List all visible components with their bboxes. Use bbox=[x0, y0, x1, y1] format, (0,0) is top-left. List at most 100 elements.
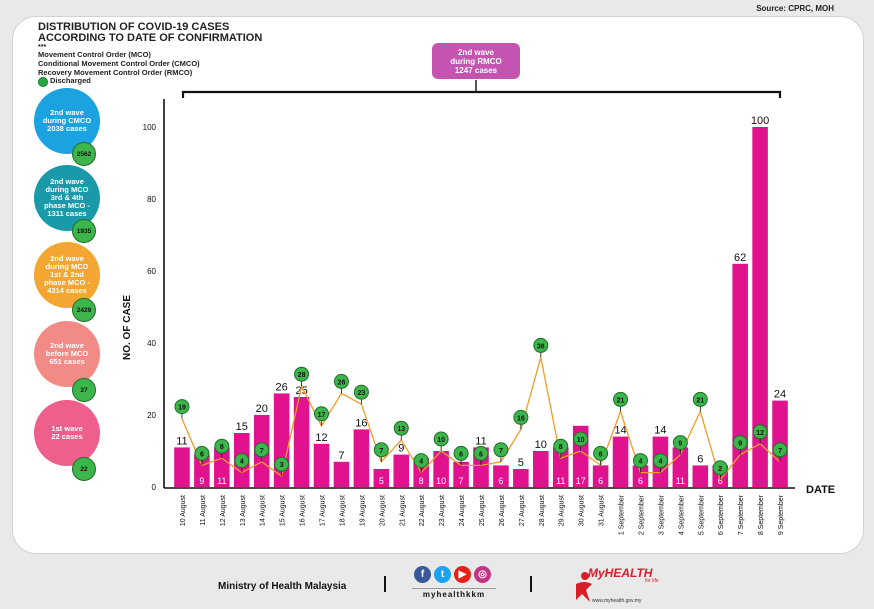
bar-value-label: 6 bbox=[498, 476, 503, 486]
youtube-icon[interactable]: ▶ bbox=[454, 566, 471, 583]
bar-value-label: 100 bbox=[751, 115, 769, 127]
x-tick-label: 15 August bbox=[280, 495, 287, 526]
source-note: Source: CPRC, MOH bbox=[756, 4, 834, 13]
x-tick-label: 5 September bbox=[698, 494, 705, 535]
x-tick-label: 26 August bbox=[499, 495, 506, 526]
footer-separator bbox=[384, 576, 386, 592]
bar-cases bbox=[174, 447, 190, 487]
chart-title: DISTRIBUTION OF COVID-19 CASES ACCORDING… bbox=[38, 21, 263, 44]
discharged-marker bbox=[553, 438, 569, 454]
myhealth-url: www.myhealth.gov.my bbox=[592, 598, 642, 604]
wave-circle-before-mco: 2nd wave before MCO 651 cases bbox=[34, 321, 100, 387]
x-tick-label: 7 September bbox=[738, 494, 745, 535]
wave-discharged-badge: 1935 bbox=[72, 219, 96, 243]
x-axis-label: DATE bbox=[806, 484, 835, 496]
ministry-name: Ministry of Health Malaysia bbox=[218, 581, 347, 592]
discharged-marker bbox=[772, 442, 788, 458]
rmco-bracket bbox=[181, 80, 782, 98]
x-tick-label: 14 August bbox=[260, 495, 267, 526]
instagram-icon[interactable]: ◎ bbox=[474, 566, 491, 583]
bar-value-label: 11 bbox=[475, 435, 486, 447]
discharged-marker bbox=[712, 460, 728, 476]
x-tick-label: 27 August bbox=[519, 495, 526, 526]
bar-value-label: 10 bbox=[436, 476, 446, 486]
bar-value-label: 5 bbox=[518, 457, 524, 469]
discharged-marker bbox=[672, 435, 688, 451]
bar-value-label: 8 bbox=[419, 476, 424, 486]
discharged-legend-dot bbox=[38, 77, 48, 87]
discharged-value-label: 8 bbox=[220, 444, 224, 451]
myhealth-brand: MyHEALTH bbox=[588, 566, 653, 580]
discharged-value-label: 7 bbox=[499, 448, 503, 455]
rmco-wave-label: 2nd wave during RMCO 1247 cases bbox=[432, 43, 520, 79]
discharged-marker bbox=[652, 453, 668, 469]
title-stars: *** bbox=[38, 44, 47, 51]
discharged-marker bbox=[732, 435, 748, 451]
x-tick-label: 31 August bbox=[599, 495, 606, 526]
bar-cases bbox=[194, 454, 210, 487]
discharged-marker bbox=[234, 453, 250, 469]
x-tick-label: 11 August bbox=[200, 495, 207, 526]
y-tick-label: 100 bbox=[143, 123, 157, 132]
discharged-value-label: 4 bbox=[639, 459, 643, 466]
x-tick-label: 9 September bbox=[778, 494, 785, 535]
x-tick-label: 28 August bbox=[539, 495, 546, 526]
discharged-marker bbox=[493, 442, 509, 458]
facebook-icon[interactable]: f bbox=[414, 566, 431, 583]
discharged-value-label: 9 bbox=[678, 441, 682, 448]
x-tick-label: 3 September bbox=[658, 494, 665, 535]
discharged-marker bbox=[373, 442, 389, 458]
discharged-marker bbox=[254, 442, 270, 458]
bar-cases bbox=[592, 465, 609, 487]
twitter-icon[interactable]: t bbox=[434, 566, 451, 583]
x-tick-label: 6 September bbox=[718, 494, 725, 535]
bar-value-label: 11 bbox=[217, 476, 226, 486]
discharged-value-label: 4 bbox=[240, 459, 244, 466]
discharged-marker bbox=[752, 424, 768, 440]
bar-value-label: 11 bbox=[176, 435, 187, 447]
x-tick-label: 19 August bbox=[359, 495, 366, 526]
discharged-value-label: 21 bbox=[696, 397, 704, 404]
discharged-value-label: 12 bbox=[756, 430, 764, 437]
bar-cases bbox=[293, 397, 310, 487]
bar-value-label: 17 bbox=[576, 476, 586, 486]
bar-value-label: 6 bbox=[598, 476, 603, 486]
discharged-value-label: 9 bbox=[738, 441, 742, 448]
discharged-value-label: 4 bbox=[658, 459, 662, 466]
bar-value-label: 10 bbox=[535, 439, 547, 451]
discharged-marker bbox=[174, 399, 190, 415]
bar-value-label: 14 bbox=[654, 425, 666, 437]
x-tick-label: 13 August bbox=[240, 495, 247, 526]
discharged-value-label: 10 bbox=[577, 437, 585, 444]
discharged-value-label: 21 bbox=[617, 397, 625, 404]
legend-mco: Movement Control Order (MCO) bbox=[38, 50, 151, 59]
wave-circle-first: 1st wave 22 cases bbox=[34, 400, 100, 466]
bar-cases bbox=[433, 451, 449, 487]
discharged-value-label: 28 bbox=[298, 372, 306, 379]
discharged-value-label: 6 bbox=[599, 451, 603, 458]
bar-cases bbox=[612, 436, 629, 487]
bar-cases bbox=[752, 127, 768, 487]
discharged-marker bbox=[333, 373, 349, 389]
x-tick-label: 16 August bbox=[300, 495, 307, 526]
discharged-value-label: 6 bbox=[459, 451, 463, 458]
discharged-value-label: 2 bbox=[718, 466, 722, 473]
discharged-value-label: 17 bbox=[318, 412, 326, 419]
bar-value-label: 20 bbox=[256, 403, 268, 415]
discharged-marker bbox=[393, 420, 409, 436]
bar-value-label: 16 bbox=[355, 417, 367, 429]
bar-value-label: 25 bbox=[295, 385, 307, 397]
bar-value-label: 11 bbox=[556, 476, 565, 486]
discharged-value-label: 7 bbox=[379, 448, 383, 455]
x-tick-label: 18 August bbox=[339, 495, 346, 526]
discharged-marker bbox=[692, 391, 708, 407]
discharged-marker bbox=[632, 453, 648, 469]
legend-discharged: Discharged bbox=[50, 76, 91, 85]
bar-value-label: 7 bbox=[338, 450, 344, 462]
bar-value-label: 12 bbox=[315, 432, 327, 444]
legend-cmco: Conditional Movement Control Order (CMCO… bbox=[38, 59, 200, 68]
wave-circle-mco-1-2: 2nd wave during MCO 1st & 2nd phase MCO … bbox=[34, 242, 100, 308]
bar-cases bbox=[513, 469, 529, 487]
y-tick-label: 20 bbox=[147, 411, 156, 420]
